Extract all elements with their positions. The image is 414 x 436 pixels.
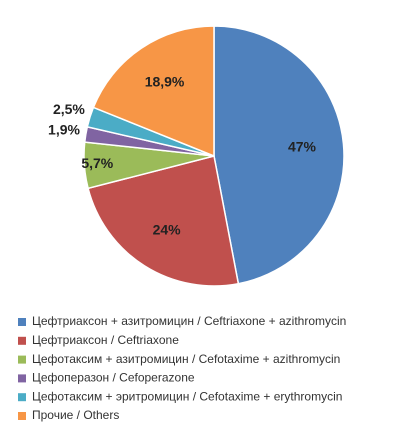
data-label: 5,7% — [81, 155, 113, 171]
legend-swatch — [18, 355, 26, 364]
legend-swatch — [18, 336, 26, 345]
data-label: 47% — [288, 138, 317, 154]
legend-label: Цефотаксим + эритромицин / Cefotaxime + … — [32, 389, 342, 403]
legend-swatch — [18, 374, 26, 383]
legend-swatch — [18, 393, 26, 402]
data-label: 2,5% — [53, 101, 85, 117]
legend-swatch — [18, 318, 26, 326]
data-label: 1,9% — [48, 121, 80, 137]
data-label: 24% — [153, 221, 182, 237]
legend-label: Цефоперазон / Cefoperazone — [32, 371, 195, 385]
pie-slice — [87, 155, 240, 287]
legend-label: Цефтриаксон / Ceftriaxone — [32, 333, 179, 347]
legend-swatch — [18, 412, 26, 420]
legend-label: Цефотаксим + азитромицин / Cefotaxime + … — [32, 352, 340, 366]
legend-label: Прочие / Others — [32, 408, 119, 422]
data-label: 18,9% — [145, 73, 185, 89]
legend-label: Цефтриаксон + азитромицин / Ceftriaxone … — [32, 314, 346, 328]
pie-slice — [92, 25, 215, 158]
pie-slice — [213, 25, 345, 285]
